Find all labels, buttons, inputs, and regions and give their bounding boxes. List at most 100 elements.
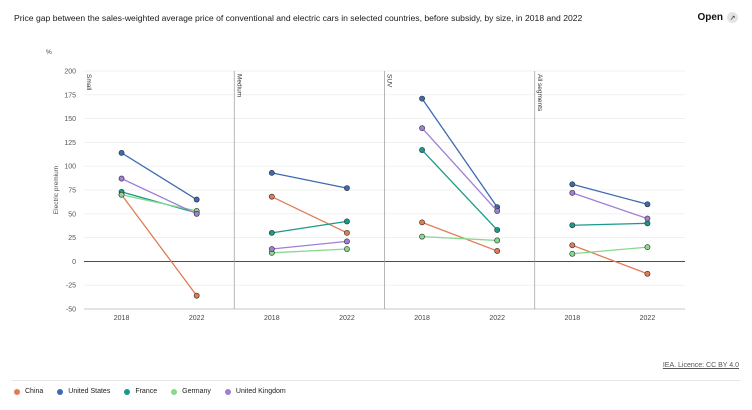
y-axis-title: Electric premium: [53, 166, 60, 214]
data-point: [569, 250, 576, 257]
y-tick-label: 200: [64, 69, 76, 76]
y-tick-label: 50: [68, 211, 76, 218]
y-tick-label: 0: [72, 259, 76, 266]
data-point: [644, 215, 651, 222]
y-tick-label: 125: [64, 140, 76, 147]
data-point: [344, 229, 350, 236]
x-tick-label: 2022: [339, 315, 355, 322]
legend-dot-icon: [171, 388, 178, 395]
data-point: [268, 193, 275, 200]
series-line: [572, 222, 648, 226]
series-line: [421, 221, 498, 252]
data-point: [494, 227, 501, 233]
series-line: [572, 246, 648, 255]
data-point: [494, 237, 501, 244]
data-point: [644, 220, 651, 227]
series-line: [572, 183, 648, 205]
x-tick-label: 2022: [489, 315, 505, 322]
panel-label: SUV: [386, 74, 393, 88]
legend-label: China: [25, 388, 44, 395]
y-tick-label: 150: [64, 116, 76, 123]
legend-item[interactable]: Germany: [171, 388, 211, 395]
legend-label: Germany: [182, 388, 211, 395]
legend-item[interactable]: United States: [57, 388, 110, 395]
data-point: [118, 175, 125, 182]
series-line: [121, 152, 198, 201]
data-point: [419, 233, 425, 240]
data-point: [118, 149, 125, 156]
chart-plot: -50 -25 0 25 50 75 100 125 150 175 200 Electric pre…: [53, 69, 685, 322]
y-tick-label: 175: [64, 92, 76, 99]
data-point: [569, 189, 576, 196]
legend-item[interactable]: China: [14, 388, 43, 395]
data-point: [569, 242, 576, 249]
data-point: [644, 244, 651, 251]
series-line: [271, 240, 348, 250]
chart-title: Price gap between the sales-weighted ave…: [14, 13, 583, 23]
data-point: [344, 218, 350, 225]
series-line: [421, 149, 498, 231]
x-tick-label: 2022: [189, 315, 205, 322]
series-line: [121, 177, 197, 215]
open-button[interactable]: Open ↗: [697, 12, 738, 23]
legend-item[interactable]: France: [124, 388, 157, 395]
legend-label: United States: [68, 388, 111, 395]
series-line: [271, 248, 347, 254]
data-point: [193, 196, 200, 203]
x-tick-label: 2022: [640, 315, 656, 322]
series-line: [421, 98, 498, 208]
series-line: [572, 244, 648, 275]
data-point: [344, 185, 350, 191]
panel-label: All segments: [536, 74, 543, 112]
data-point: [419, 125, 425, 132]
series-line: [572, 192, 648, 220]
legend-dot-icon: [57, 388, 64, 395]
data-point: [569, 222, 576, 229]
data-point: [118, 191, 125, 198]
data-point: [494, 208, 501, 214]
data-point: [569, 181, 576, 188]
legend-dot-icon: [224, 388, 231, 395]
data-point: [494, 248, 501, 254]
legend-label: United Kingdom: [235, 388, 286, 395]
y-tick-label: -25: [66, 283, 76, 290]
data-point: [644, 270, 651, 277]
y-unit-label: %: [46, 49, 52, 56]
series-line: [422, 235, 498, 242]
legend-item[interactable]: United Kingdom: [224, 388, 286, 395]
data-point: [193, 292, 200, 299]
y-tick-label: -50: [66, 307, 76, 314]
y-tick-label: 25: [68, 235, 76, 242]
legend: China United States France Germany United Ki…: [14, 388, 286, 395]
x-tick-label: 2018: [264, 315, 280, 322]
data-point: [419, 95, 425, 102]
legend-label: France: [135, 388, 158, 395]
data-point: [193, 210, 200, 217]
footer-divider: [12, 380, 740, 381]
series-line: [421, 127, 498, 212]
series-line: [121, 194, 198, 297]
licence-link[interactable]: IEA. Licence: CC BY 4.0: [662, 362, 739, 369]
x-tick-label: 2018: [114, 315, 130, 322]
data-point: [419, 219, 425, 226]
panel-label: Small: [85, 74, 92, 91]
series-line: [271, 172, 348, 189]
series-line: [271, 196, 348, 234]
data-point: [419, 147, 425, 153]
legend-dot-icon: [14, 388, 20, 395]
panel-label: Medium: [235, 74, 242, 97]
expand-icon: ↗: [727, 12, 738, 23]
y-tick-label: 100: [64, 164, 76, 171]
data-point: [644, 201, 651, 208]
open-label: Open: [697, 12, 723, 23]
x-tick-label: 2018: [565, 315, 581, 322]
y-tick-label: 75: [68, 188, 76, 195]
x-tick-label: 2018: [414, 315, 430, 322]
data-point: [268, 229, 275, 236]
data-point: [268, 246, 275, 252]
data-point: [344, 238, 350, 245]
data-point: [268, 169, 275, 176]
data-point: [344, 246, 350, 252]
legend-dot-icon: [124, 388, 131, 395]
series-line: [271, 220, 348, 234]
